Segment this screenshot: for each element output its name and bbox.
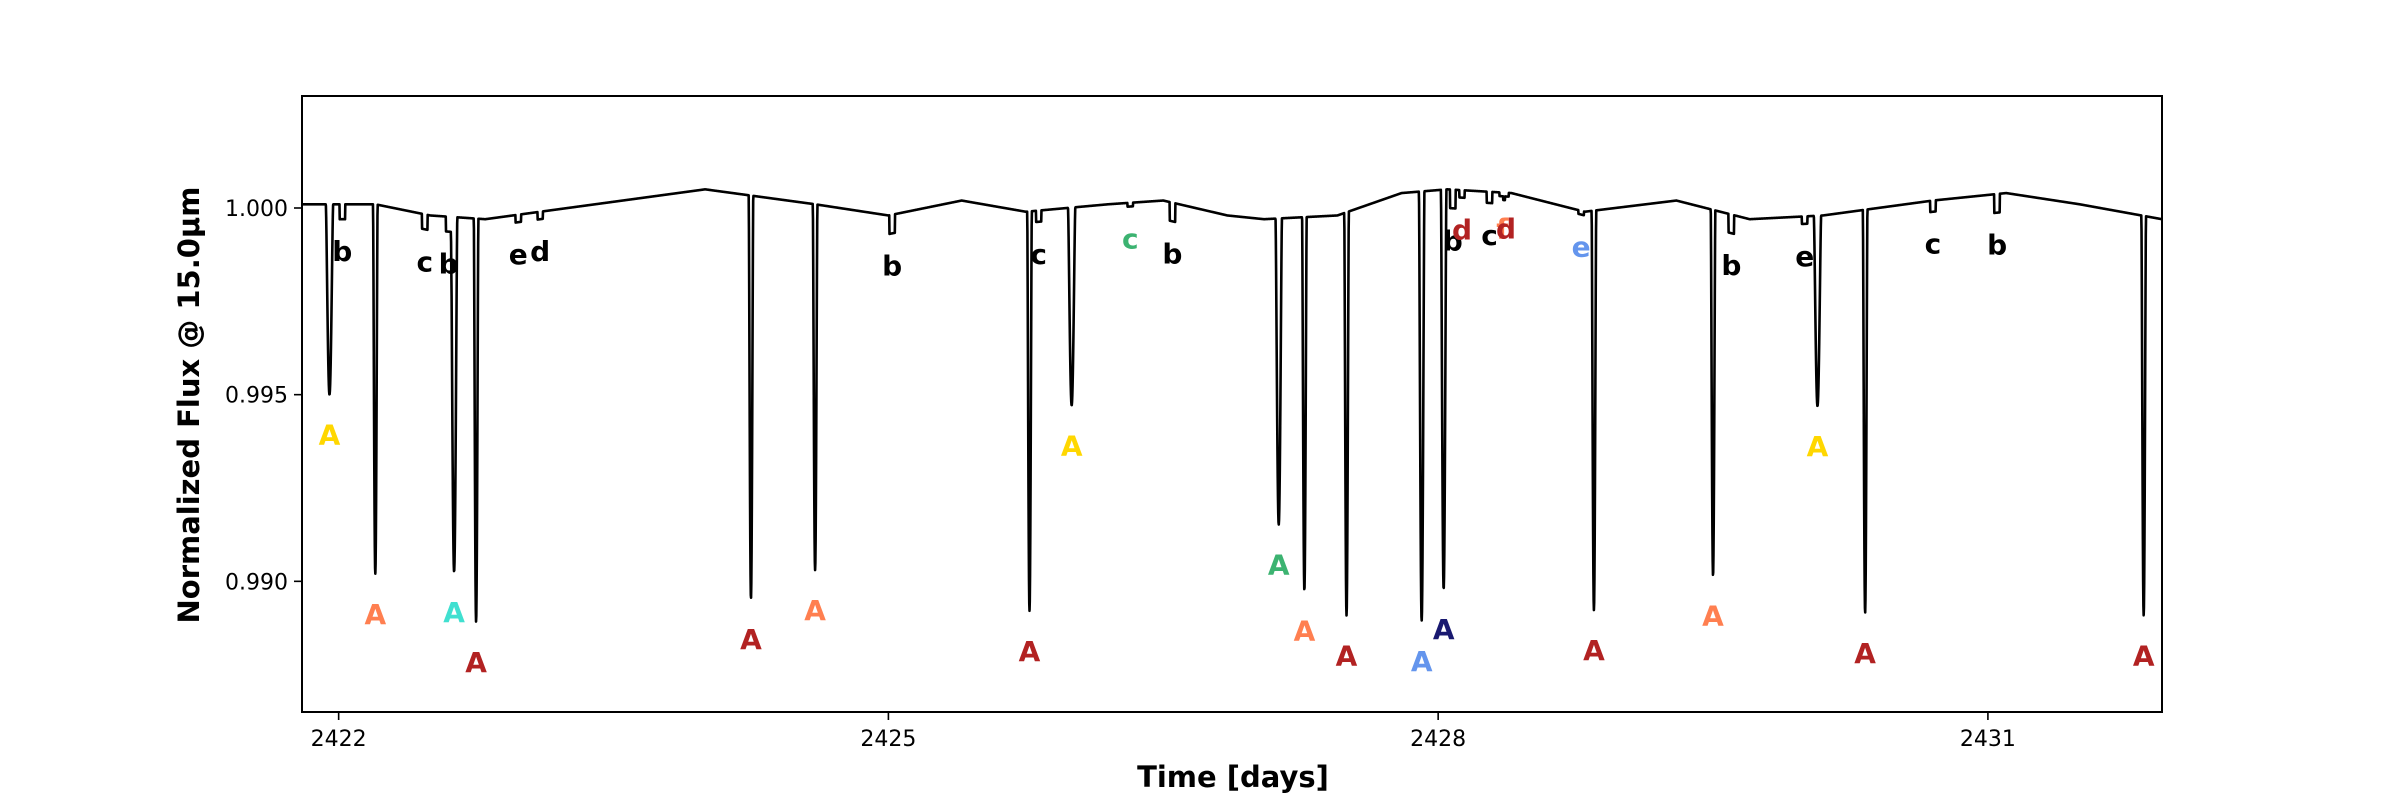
transit-label-b: b [332,235,352,268]
transit-label-A: A [443,596,465,629]
transit-label-d: d [1496,213,1516,246]
x-axis-label: Time [days] [1137,760,1329,794]
transit-label-e: e [1572,231,1591,264]
transit-label-A: A [1294,615,1316,648]
transit-label-d: d [530,235,550,268]
transit-label-A: A [2133,639,2155,672]
transit-label-c: c [1122,223,1139,256]
transit-label-b: b [1443,224,1463,257]
transit-label-A: A [1411,645,1433,678]
transit-label-b: b [882,249,902,282]
plot-area [302,188,2162,623]
transit-label-b: b [1987,229,2007,262]
transit-label-A: A [319,419,341,452]
y-tick-label: 0.990 [225,570,288,595]
transit-label-c: c [1481,219,1498,252]
transit-label-f: f [1496,212,1509,245]
transit-label-d: d [1452,214,1472,247]
x-tick-label: 2422 [311,727,367,752]
transit-label-A: A [1019,635,1041,668]
x-tick-label: 2431 [1960,727,2016,752]
transit-label-A: A [364,598,386,631]
x-tick-label: 2425 [860,727,916,752]
transit-label-c: c [1925,228,1942,261]
transit-label-c: c [416,245,433,278]
transit-label-e: e [1795,240,1814,273]
transit-label-A: A [465,646,487,679]
plot-frame [301,95,2163,713]
transit-label-c: c [1030,238,1047,271]
transit-label-A: A [804,594,826,627]
transit-label-A: A [1583,634,1605,667]
y-axis-label: Normalized Flux @ 15.0μm [172,187,206,624]
x-tick-label: 2428 [1410,727,1466,752]
transit-label-A: A [1702,600,1724,633]
transit-label-e: e [509,238,528,271]
transit-label-b: b [1721,249,1741,282]
y-tick-label: 0.995 [225,384,288,409]
transit-label-b: b [1162,237,1182,270]
transit-label-A: A [1433,613,1455,646]
flux-curve [302,188,2162,623]
transit-label-A: A [1336,640,1358,673]
y-tick-label: 1.000 [225,197,288,222]
transit-label-b: b [439,248,459,281]
transit-label-A: A [1807,430,1829,463]
transit-label-A: A [740,623,762,656]
transit-label-A: A [1268,549,1290,582]
transit-label-A: A [1061,430,1083,463]
transit-label-A: A [1854,637,1876,670]
axes: 2422 2425 2428 2431 0.990 0.995 1.000 [225,95,2163,752]
